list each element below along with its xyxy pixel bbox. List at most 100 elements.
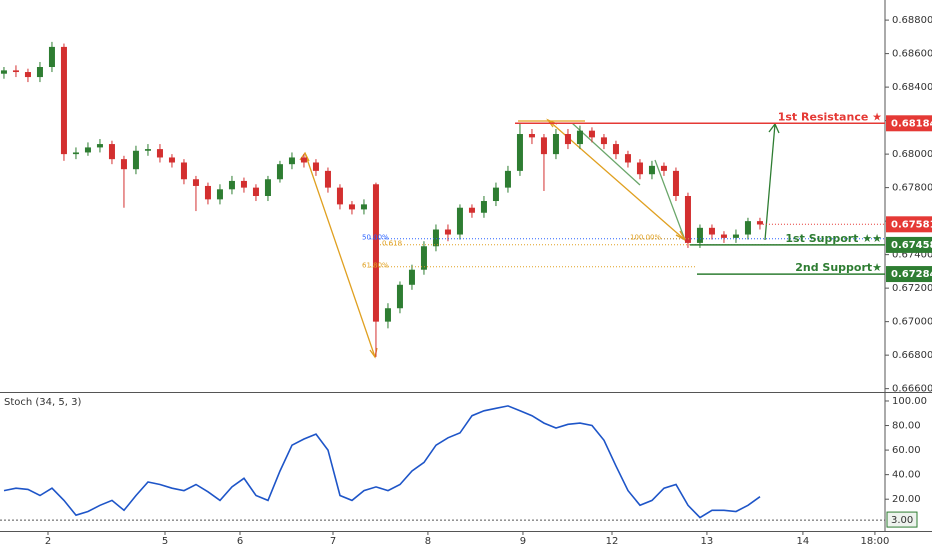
candle-body bbox=[12, 70, 19, 73]
candle-body bbox=[264, 179, 271, 196]
candle-body bbox=[648, 165, 655, 175]
y-tick-label: 0.68600 bbox=[892, 49, 932, 60]
y-tick-label: 0.66600 bbox=[892, 384, 932, 395]
level-label: 2nd Support★ bbox=[795, 261, 882, 274]
candle-body bbox=[732, 234, 739, 238]
candle-body bbox=[240, 180, 247, 188]
candle-body bbox=[408, 269, 415, 285]
candle-body bbox=[228, 180, 235, 190]
x-tick-label: 2 bbox=[45, 536, 51, 547]
candle-body bbox=[252, 187, 259, 196]
candle-body bbox=[612, 144, 619, 155]
candle-body bbox=[444, 229, 451, 235]
candle-body bbox=[120, 159, 127, 170]
stoch-tick-label: 40.00 bbox=[892, 470, 921, 481]
x-tick-label: 13 bbox=[701, 536, 714, 547]
candle-body bbox=[384, 308, 391, 322]
candle-body bbox=[396, 284, 403, 309]
x-tick-label: 8 bbox=[425, 536, 431, 547]
price-tag-label: 0.68184 bbox=[891, 118, 932, 129]
candle-body bbox=[660, 165, 667, 171]
candle-body bbox=[348, 204, 355, 210]
candle-body bbox=[204, 185, 211, 200]
candle-body bbox=[96, 144, 103, 148]
candle-body bbox=[468, 207, 475, 213]
x-tick-label: 6 bbox=[237, 536, 243, 547]
candle-body bbox=[84, 147, 91, 153]
candle-body bbox=[132, 150, 139, 170]
candle-body bbox=[552, 134, 559, 155]
stoch-tick-label: 100.00 bbox=[892, 396, 927, 407]
candle-body bbox=[156, 149, 163, 158]
candle-body bbox=[588, 130, 595, 138]
x-tick-label: 14 bbox=[797, 536, 810, 547]
trend-arrow bbox=[654, 159, 686, 241]
x-tick-label: 9 bbox=[520, 536, 526, 547]
stoch-tick-label: 80.00 bbox=[892, 421, 921, 432]
candle-body bbox=[108, 144, 115, 160]
candle-body bbox=[684, 196, 691, 243]
candle-body bbox=[372, 184, 379, 322]
candle-body bbox=[192, 179, 199, 186]
candle-body bbox=[720, 234, 727, 238]
y-tick-label: 0.67200 bbox=[892, 283, 932, 294]
stoch-level-label: 3.00 bbox=[891, 515, 913, 526]
candle-body bbox=[432, 229, 439, 247]
candle-body bbox=[24, 72, 31, 78]
candle-body bbox=[0, 70, 7, 74]
price-tag-label: 0.67581 bbox=[891, 219, 932, 230]
candle-body bbox=[564, 134, 571, 145]
fib-label: 50.00% bbox=[362, 234, 389, 242]
x-tick-label: 18:00 bbox=[861, 536, 890, 547]
candle-body bbox=[300, 157, 307, 163]
candle-body bbox=[636, 162, 643, 175]
candle-body bbox=[216, 189, 223, 200]
stoch-tick-label: 20.00 bbox=[892, 494, 921, 505]
candle-body bbox=[744, 221, 751, 235]
price-tag bbox=[886, 266, 932, 283]
fib-label: 0.618 bbox=[382, 240, 402, 248]
candle-body bbox=[672, 170, 679, 196]
candle-body bbox=[144, 149, 151, 151]
candle-body bbox=[420, 246, 427, 270]
candle-body bbox=[756, 221, 763, 225]
candle-body bbox=[576, 130, 583, 145]
candle-body bbox=[528, 134, 535, 138]
price-tag-label: 0.67458 bbox=[891, 240, 932, 251]
level-label: 1st Resistance ★ bbox=[778, 110, 882, 123]
y-tick-label: 0.67400 bbox=[892, 250, 932, 261]
candle-body bbox=[276, 164, 283, 180]
candle-body bbox=[72, 152, 79, 155]
y-tick-label: 0.66800 bbox=[892, 350, 932, 361]
price-tag-label: 0.67284 bbox=[891, 269, 932, 280]
candle-body bbox=[48, 46, 55, 68]
y-tick-label: 0.68000 bbox=[892, 149, 932, 160]
candle-body bbox=[336, 187, 343, 205]
candle-body bbox=[540, 137, 547, 155]
candle-body bbox=[288, 157, 295, 165]
stoch-level-tag bbox=[886, 511, 918, 528]
candle-body bbox=[456, 207, 463, 235]
candle-body bbox=[708, 227, 715, 235]
y-tick-label: 0.68400 bbox=[892, 82, 932, 93]
candle-body bbox=[168, 157, 175, 163]
fib-label: 100.00% bbox=[630, 234, 661, 242]
trend-arrow bbox=[571, 122, 641, 186]
fib-label: 61.80% bbox=[362, 262, 389, 270]
candle-body bbox=[624, 154, 631, 163]
x-tick-label: 12 bbox=[606, 536, 619, 547]
x-tick-label: 5 bbox=[162, 536, 168, 547]
candle-body bbox=[180, 162, 187, 180]
candle-body bbox=[324, 170, 331, 188]
price-tag bbox=[886, 115, 932, 132]
y-tick-label: 0.68800 bbox=[892, 15, 932, 26]
level-label: 1st Support ★★ bbox=[785, 232, 882, 245]
indicator-title: Stoch (34, 5, 3) bbox=[4, 397, 81, 408]
candle-body bbox=[696, 227, 703, 243]
x-tick-label: 7 bbox=[330, 536, 336, 547]
price-tag bbox=[886, 216, 932, 233]
candle-body bbox=[36, 67, 43, 78]
y-tick-label: 0.67800 bbox=[892, 183, 932, 194]
trend-arrow bbox=[304, 152, 376, 358]
